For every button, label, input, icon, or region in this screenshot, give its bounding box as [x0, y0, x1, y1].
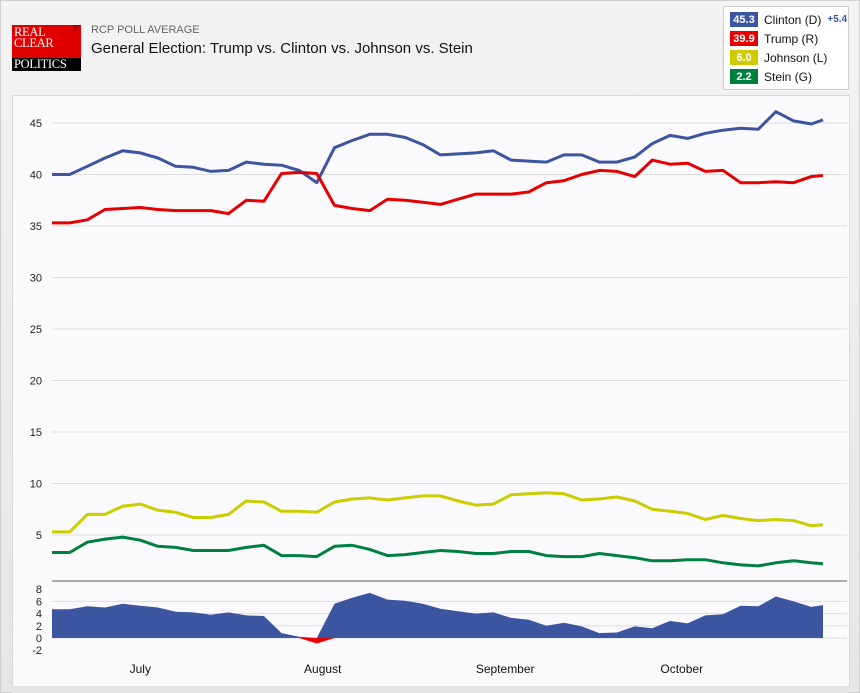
rcp-logo[interactable]: REAL CLEAR POLITICS	[12, 25, 81, 71]
chart-subtitle: RCP POLL AVERAGE	[91, 24, 200, 36]
legend-item-johnson[interactable]: 6.0 Johnson (L)	[730, 50, 827, 65]
clinton-spread: +5.4	[827, 14, 848, 25]
spread-y-tick-label: 0	[36, 633, 42, 645]
x-tick-label: October	[660, 662, 703, 676]
logo-line-2: CLEAR	[14, 36, 54, 50]
y-tick-label: 45	[30, 118, 42, 130]
clinton-label: Clinton (D)	[764, 12, 822, 27]
clinton-value-badge: 45.3	[730, 12, 758, 27]
legend-item-trump[interactable]: 39.9 Trump (R)	[730, 31, 818, 46]
johnson-value-badge: 6.0	[730, 50, 758, 65]
range-selector-bar	[12, 686, 848, 693]
y-tick-label: 40	[30, 170, 42, 182]
series-line-clinton	[52, 110, 824, 185]
legend: 45.3 Clinton (D) +5.4 39.9 Trump (R) 6.0…	[723, 6, 849, 90]
series-line-trump	[52, 158, 824, 225]
johnson-label: Johnson (L)	[764, 50, 828, 65]
logo-line-1: REAL	[14, 25, 46, 39]
stein-label: Stein (G)	[764, 69, 813, 84]
stein-value-badge: 2.2	[730, 69, 758, 84]
y-tick-label: 15	[30, 427, 42, 439]
series-line-johnson	[52, 491, 824, 534]
x-tick-label: July	[130, 662, 151, 676]
x-tick-label: August	[304, 662, 342, 676]
chart-title: General Election: Trump vs. Clinton vs. …	[91, 40, 473, 57]
legend-item-clinton[interactable]: 45.3 Clinton (D) +5.4	[730, 12, 847, 27]
legend-item-stein[interactable]: 2.2 Stein (G)	[730, 69, 812, 84]
y-tick-label: 35	[30, 221, 42, 233]
y-tick-label: 30	[30, 273, 42, 285]
series-line-stein	[52, 535, 824, 568]
y-tick-label: 5	[36, 530, 42, 542]
x-tick-label: September	[476, 662, 535, 676]
y-tick-label: 20	[30, 376, 42, 388]
spread-y-tick-label: 6	[36, 596, 42, 608]
logo-line-3: POLITICS	[14, 57, 67, 71]
spread-y-tick-label: -2	[32, 645, 42, 657]
spread-y-tick-label: 2	[36, 621, 42, 633]
spread-area-positive	[52, 592, 823, 638]
spread-y-tick-label: 8	[36, 584, 42, 596]
plot-background	[13, 96, 848, 685]
trump-label: Trump (R)	[764, 31, 819, 46]
spread-y-tick-label: 4	[36, 609, 42, 621]
y-tick-label: 10	[30, 479, 42, 491]
y-tick-label: 25	[30, 324, 42, 336]
trump-value-badge: 39.9	[730, 31, 758, 46]
